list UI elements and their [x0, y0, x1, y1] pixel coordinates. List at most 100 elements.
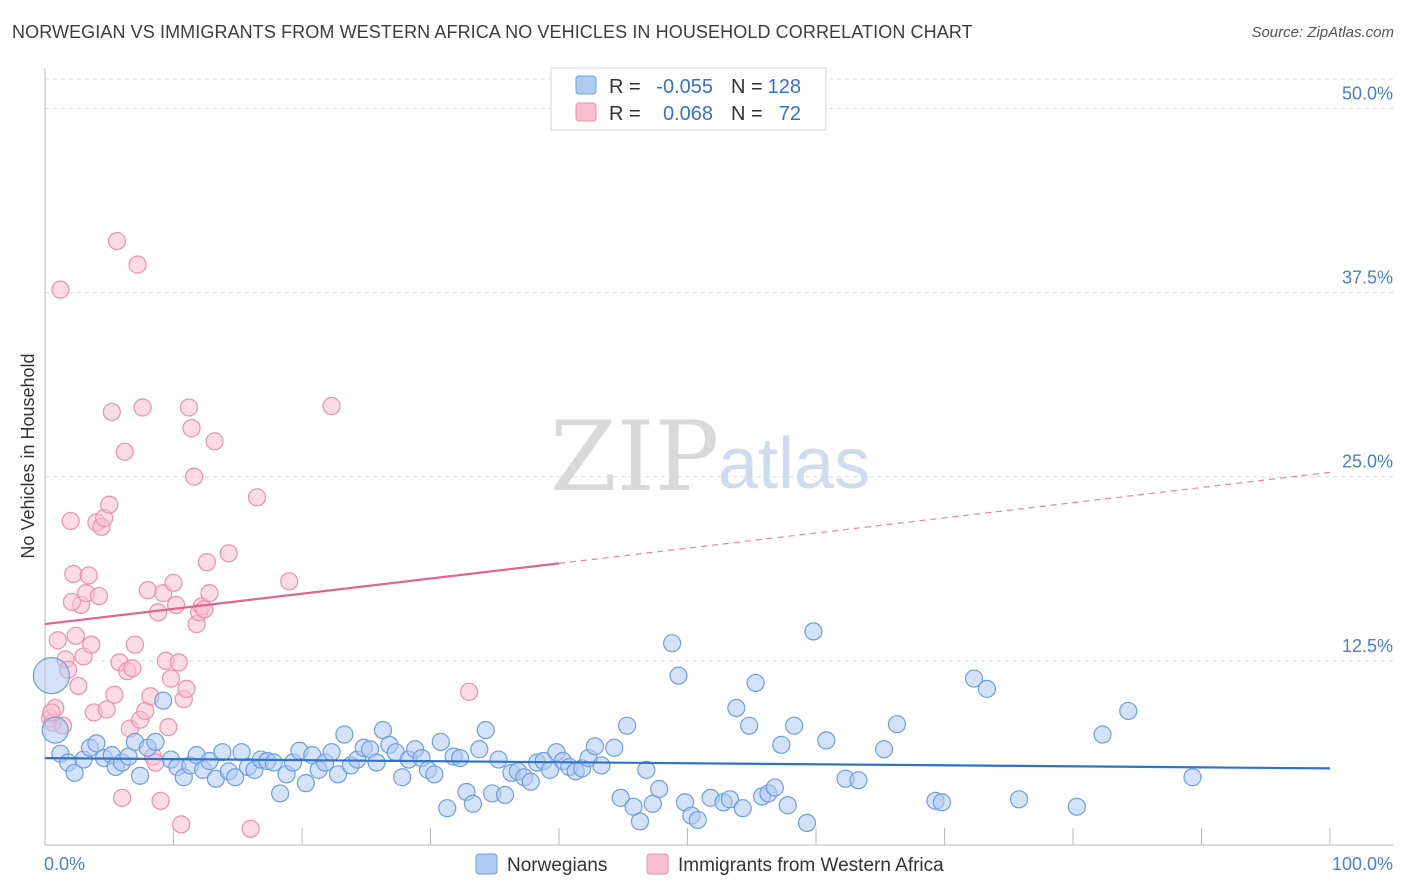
- scatter-point-norwegian: [393, 768, 412, 787]
- legend-n-label: N =: [731, 76, 763, 98]
- scatter-point-norwegian: [817, 731, 836, 750]
- scatter-point-western-africa: [241, 819, 260, 838]
- scatter-point-norwegian: [932, 793, 952, 812]
- legend-r-value: 0.068: [663, 103, 713, 125]
- scatter-point-norwegian: [875, 740, 894, 759]
- scatter-point-norwegian: [605, 738, 624, 757]
- watermark: ZIP atlas: [550, 401, 870, 513]
- scatter-point-norwegian: [495, 785, 515, 805]
- scatter-point-norwegian: [296, 774, 315, 793]
- scatter-point-western-africa: [128, 255, 147, 274]
- series-legend: Norwegians Immigrants from Western Afric…: [475, 853, 944, 876]
- y-axis-title: No Vehicles in Household: [18, 353, 38, 558]
- scatter-point-norwegian: [585, 737, 605, 756]
- scatter-point-norwegian: [1119, 701, 1138, 721]
- scatter-point-norwegian: [328, 765, 348, 784]
- scatter-point-western-africa: [62, 592, 82, 612]
- scatter-point-norwegian: [778, 796, 797, 815]
- scatter-point-norwegian: [592, 756, 611, 775]
- scatter-point-western-africa: [169, 653, 188, 672]
- trend-line-western-africa-extrapolated: [558, 471, 1331, 564]
- scatter-point-western-africa: [172, 815, 191, 834]
- scatter-point-western-africa: [166, 595, 186, 614]
- legend-n-value: 128: [768, 76, 801, 98]
- series-norwegians-points: [32, 622, 1202, 833]
- scatter-point-western-africa: [151, 791, 170, 810]
- scatter-point-norwegian: [746, 673, 765, 693]
- y-tick-label: 50.0%: [1342, 83, 1393, 103]
- scatter-point-norwegian: [146, 732, 165, 751]
- scatter-point-western-africa: [159, 718, 178, 737]
- scatter-point-norwegian: [470, 740, 489, 759]
- scatter-point-norwegian: [887, 715, 907, 734]
- legend-r-value: -0.055: [656, 76, 713, 98]
- scatter-point-western-africa: [205, 432, 224, 451]
- scatter-point-norwegian: [213, 743, 232, 762]
- scatter-point-western-africa: [107, 231, 127, 251]
- legend-n-value: 72: [779, 103, 801, 125]
- scatter-point-western-africa: [177, 679, 196, 698]
- scatter-point-norwegian: [669, 666, 688, 685]
- legend-box: [550, 67, 827, 131]
- scatter-point-western-africa: [182, 419, 201, 438]
- scatter-point-norwegian: [335, 725, 354, 744]
- scatter-point-norwegian: [32, 656, 71, 695]
- legend-n-label: N =: [731, 103, 763, 125]
- scatter-point-norwegian: [772, 735, 791, 754]
- scatter-point-western-africa: [164, 573, 183, 592]
- scatter-point-norwegian: [367, 753, 386, 772]
- x-tick-label: 0.0%: [44, 854, 85, 874]
- scatter-point-western-africa: [322, 396, 341, 416]
- scatter-point-norwegian: [41, 716, 69, 744]
- scatter-point-norwegian: [733, 799, 752, 818]
- legend-r-label: R =: [609, 76, 641, 98]
- scatter-point-norwegian: [964, 669, 984, 688]
- scatter-point-norwegian: [650, 779, 669, 799]
- scatter-point-norwegian: [1009, 790, 1029, 809]
- scatter-point-western-africa: [105, 685, 124, 704]
- scatter-point-norwegian: [425, 765, 444, 784]
- series-legend-label: Norwegians: [507, 855, 607, 876]
- scatter-point-norwegian: [476, 720, 495, 740]
- chart-title: NORWEGIAN VS IMMIGRANTS FROM WESTERN AFR…: [12, 22, 973, 42]
- scatter-point-norwegian: [804, 622, 823, 641]
- series-legend-swatch-pink: [646, 853, 669, 875]
- scatter-point-norwegian: [740, 716, 759, 735]
- trend-lines: [44, 471, 1331, 770]
- correlation-legend: R = -0.055 N = 128 R = 0.068 N = 72: [550, 67, 827, 131]
- legend-swatch-pink: [575, 102, 597, 122]
- scatter-point-norwegian: [431, 732, 450, 751]
- scatter-point-norwegian: [1067, 797, 1086, 816]
- series-legend-label: Immigrants from Western Africa: [678, 855, 944, 876]
- scatter-point-norwegian: [785, 716, 804, 735]
- series-legend-swatch-blue: [475, 853, 498, 875]
- scatter-point-western-africa: [133, 398, 152, 417]
- scatter-point-norwegian: [226, 768, 245, 787]
- legend-swatch-blue: [575, 75, 597, 95]
- scatter-point-western-africa: [219, 544, 238, 563]
- scatter-point-western-africa: [82, 635, 101, 654]
- scatter-point-norwegian: [630, 812, 650, 831]
- trend-line-western-africa: [44, 562, 560, 626]
- scatter-point-western-africa: [61, 511, 80, 531]
- scatter-point-western-africa: [97, 700, 116, 719]
- scatter-point-western-africa: [247, 488, 267, 507]
- scatter-point-norwegian: [849, 771, 868, 790]
- watermark-zip: ZIP: [550, 401, 719, 513]
- scatter-point-western-africa: [64, 564, 83, 584]
- scatter-point-western-africa: [459, 682, 479, 701]
- scatter-point-western-africa: [102, 402, 121, 422]
- scatter-point-norwegian: [200, 751, 219, 771]
- scatter-point-western-africa: [115, 442, 134, 461]
- scatter-point-western-africa: [138, 581, 157, 600]
- scatter-point-norwegian: [154, 691, 173, 710]
- scatter-point-norwegian: [65, 763, 84, 782]
- scatter-point-norwegian: [521, 772, 540, 791]
- scatter-point-norwegian: [797, 813, 817, 833]
- scatter-point-norwegian: [611, 788, 630, 807]
- scatter-point-western-africa: [69, 676, 88, 696]
- scatter-point-norwegian: [1183, 768, 1202, 787]
- watermark-atlas: atlas: [718, 424, 870, 504]
- scatter-point-norwegian: [322, 743, 341, 762]
